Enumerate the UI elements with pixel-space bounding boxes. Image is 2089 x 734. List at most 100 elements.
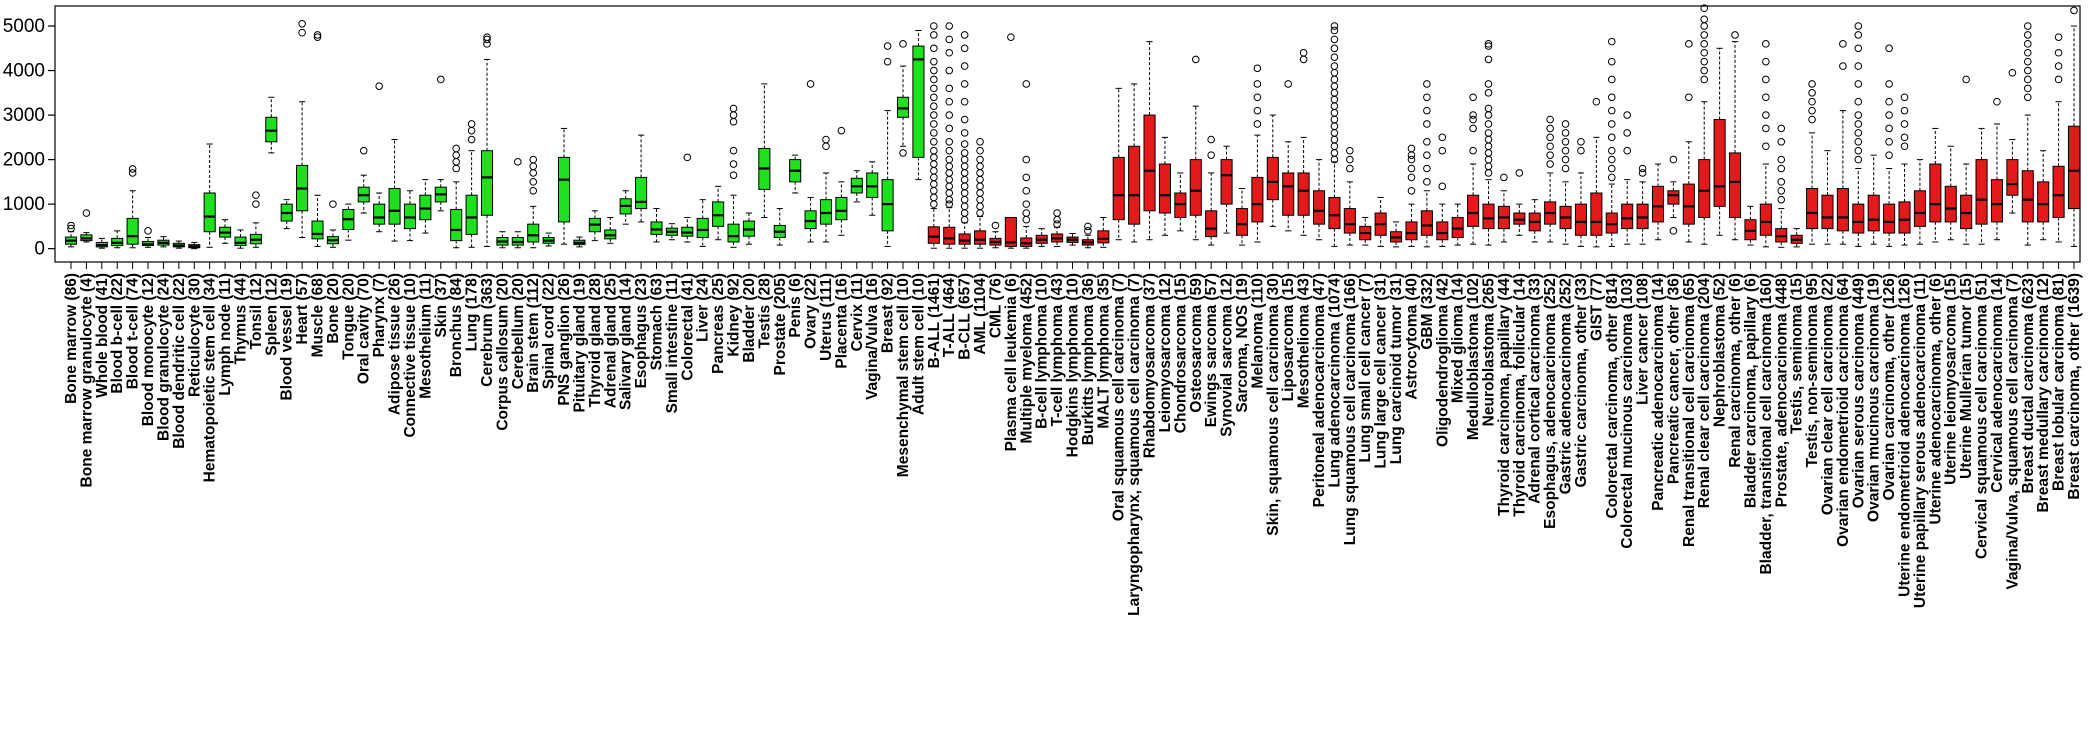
outlier-point xyxy=(729,146,738,155)
outlier-point xyxy=(960,31,969,39)
box-group xyxy=(1867,154,1880,245)
outlier-point xyxy=(1330,82,1339,90)
box-group xyxy=(2037,150,2050,241)
box-group xyxy=(111,230,124,249)
outlier-point xyxy=(1762,111,1770,119)
box xyxy=(635,176,648,210)
box-group xyxy=(604,216,617,244)
outlier-point xyxy=(252,200,260,208)
y-tick-label: 4000 xyxy=(3,61,45,82)
outlier-point xyxy=(1561,120,1570,128)
outlier-point xyxy=(2054,33,2063,41)
box-group xyxy=(835,126,848,236)
outlier-point xyxy=(1607,75,1616,84)
outlier-point xyxy=(1561,146,1570,155)
outlier-point xyxy=(1839,40,1847,48)
outlier-point xyxy=(1700,4,1709,13)
box xyxy=(527,223,540,243)
outlier-point xyxy=(960,202,969,211)
outlier-point xyxy=(452,151,460,159)
outlier-point xyxy=(1885,44,1893,53)
x-tick-label: Liver cancer (108) xyxy=(1635,273,1652,405)
box-group xyxy=(1266,114,1279,227)
x-tick-label: Uterus (111) xyxy=(818,273,835,361)
outlier-point xyxy=(930,66,938,75)
box-group xyxy=(742,212,755,245)
outlier-point xyxy=(1330,62,1339,70)
outlier-point xyxy=(1484,104,1493,113)
outlier-point xyxy=(945,66,954,75)
x-tick-label: B-CLL (657) xyxy=(957,273,974,360)
x-tick-label: Mixed glioma (14) xyxy=(1450,273,1467,403)
outlier-point xyxy=(483,35,491,44)
box-group xyxy=(157,236,170,248)
outlier-point xyxy=(1423,80,1431,88)
outlier-point xyxy=(67,224,75,233)
outlier-point xyxy=(883,42,892,50)
box xyxy=(1297,172,1310,216)
x-tick-label: Ovary (22) xyxy=(803,273,820,349)
x-tick-label: Cervical squamous cell carcinoma (51) xyxy=(1974,273,1991,559)
box-group xyxy=(1960,75,1973,245)
x-tick-label: Reticulocyte (30) xyxy=(186,273,203,397)
outlier-point xyxy=(1808,106,1816,115)
x-tick-label: Renal clear cell carcinoma (204) xyxy=(1696,273,1713,508)
outlier-point xyxy=(1484,111,1493,119)
outlier-point xyxy=(945,195,954,204)
outlier-point xyxy=(883,57,892,66)
box xyxy=(1328,196,1341,230)
box xyxy=(1343,208,1356,234)
box-group xyxy=(1775,124,1788,248)
boxes-layer xyxy=(64,4,2081,250)
box-group xyxy=(1051,209,1064,247)
x-tick-label: PNS ganglion (26) xyxy=(556,273,573,406)
outlier-point xyxy=(960,182,969,191)
box-group xyxy=(635,134,648,223)
outlier-point xyxy=(1330,68,1339,77)
outlier-point xyxy=(529,186,538,195)
box-group xyxy=(912,29,925,181)
box-group xyxy=(1158,136,1171,236)
box-group xyxy=(1420,80,1433,248)
box-group xyxy=(480,33,494,247)
outlier-point xyxy=(1669,227,1678,235)
box-group xyxy=(1821,150,1834,245)
box-group xyxy=(1328,22,1341,247)
outlier-point xyxy=(976,195,984,204)
outlier-point xyxy=(1330,109,1339,117)
box xyxy=(650,221,663,235)
box xyxy=(1682,183,1695,225)
outlier-point xyxy=(1407,151,1416,159)
box-group xyxy=(1374,196,1387,247)
outlier-point xyxy=(1284,80,1293,88)
box xyxy=(2067,125,2081,210)
box-group xyxy=(1004,33,1017,249)
box-group xyxy=(1112,87,1125,241)
outlier-point xyxy=(1808,115,1816,124)
outlier-point xyxy=(1885,124,1893,133)
outlier-point xyxy=(1438,146,1447,155)
outlier-point xyxy=(1207,135,1215,144)
outlier-point xyxy=(1607,155,1616,164)
box xyxy=(1836,188,1849,232)
x-tick-label: Nephroblastoma (52) xyxy=(1712,273,1729,427)
outlier-point xyxy=(1854,80,1863,88)
box-group xyxy=(1097,216,1110,248)
outlier-point xyxy=(1900,93,1909,102)
outlier-point xyxy=(945,200,954,208)
outlier-point xyxy=(128,165,137,173)
outlier-point xyxy=(976,162,984,171)
outlier-point xyxy=(467,126,476,135)
box-group xyxy=(1451,203,1464,246)
x-tick-label: Testis, seminoma (15) xyxy=(1789,273,1806,434)
box xyxy=(943,226,956,245)
x-tick-label: Blood vessel (19) xyxy=(279,273,296,401)
box xyxy=(866,172,879,198)
outlier-point xyxy=(1022,200,1031,208)
box-group xyxy=(496,231,509,249)
box xyxy=(1467,194,1480,227)
outlier-point xyxy=(1885,111,1893,119)
outlier-point xyxy=(1777,124,1786,133)
outlier-point xyxy=(1607,164,1616,173)
